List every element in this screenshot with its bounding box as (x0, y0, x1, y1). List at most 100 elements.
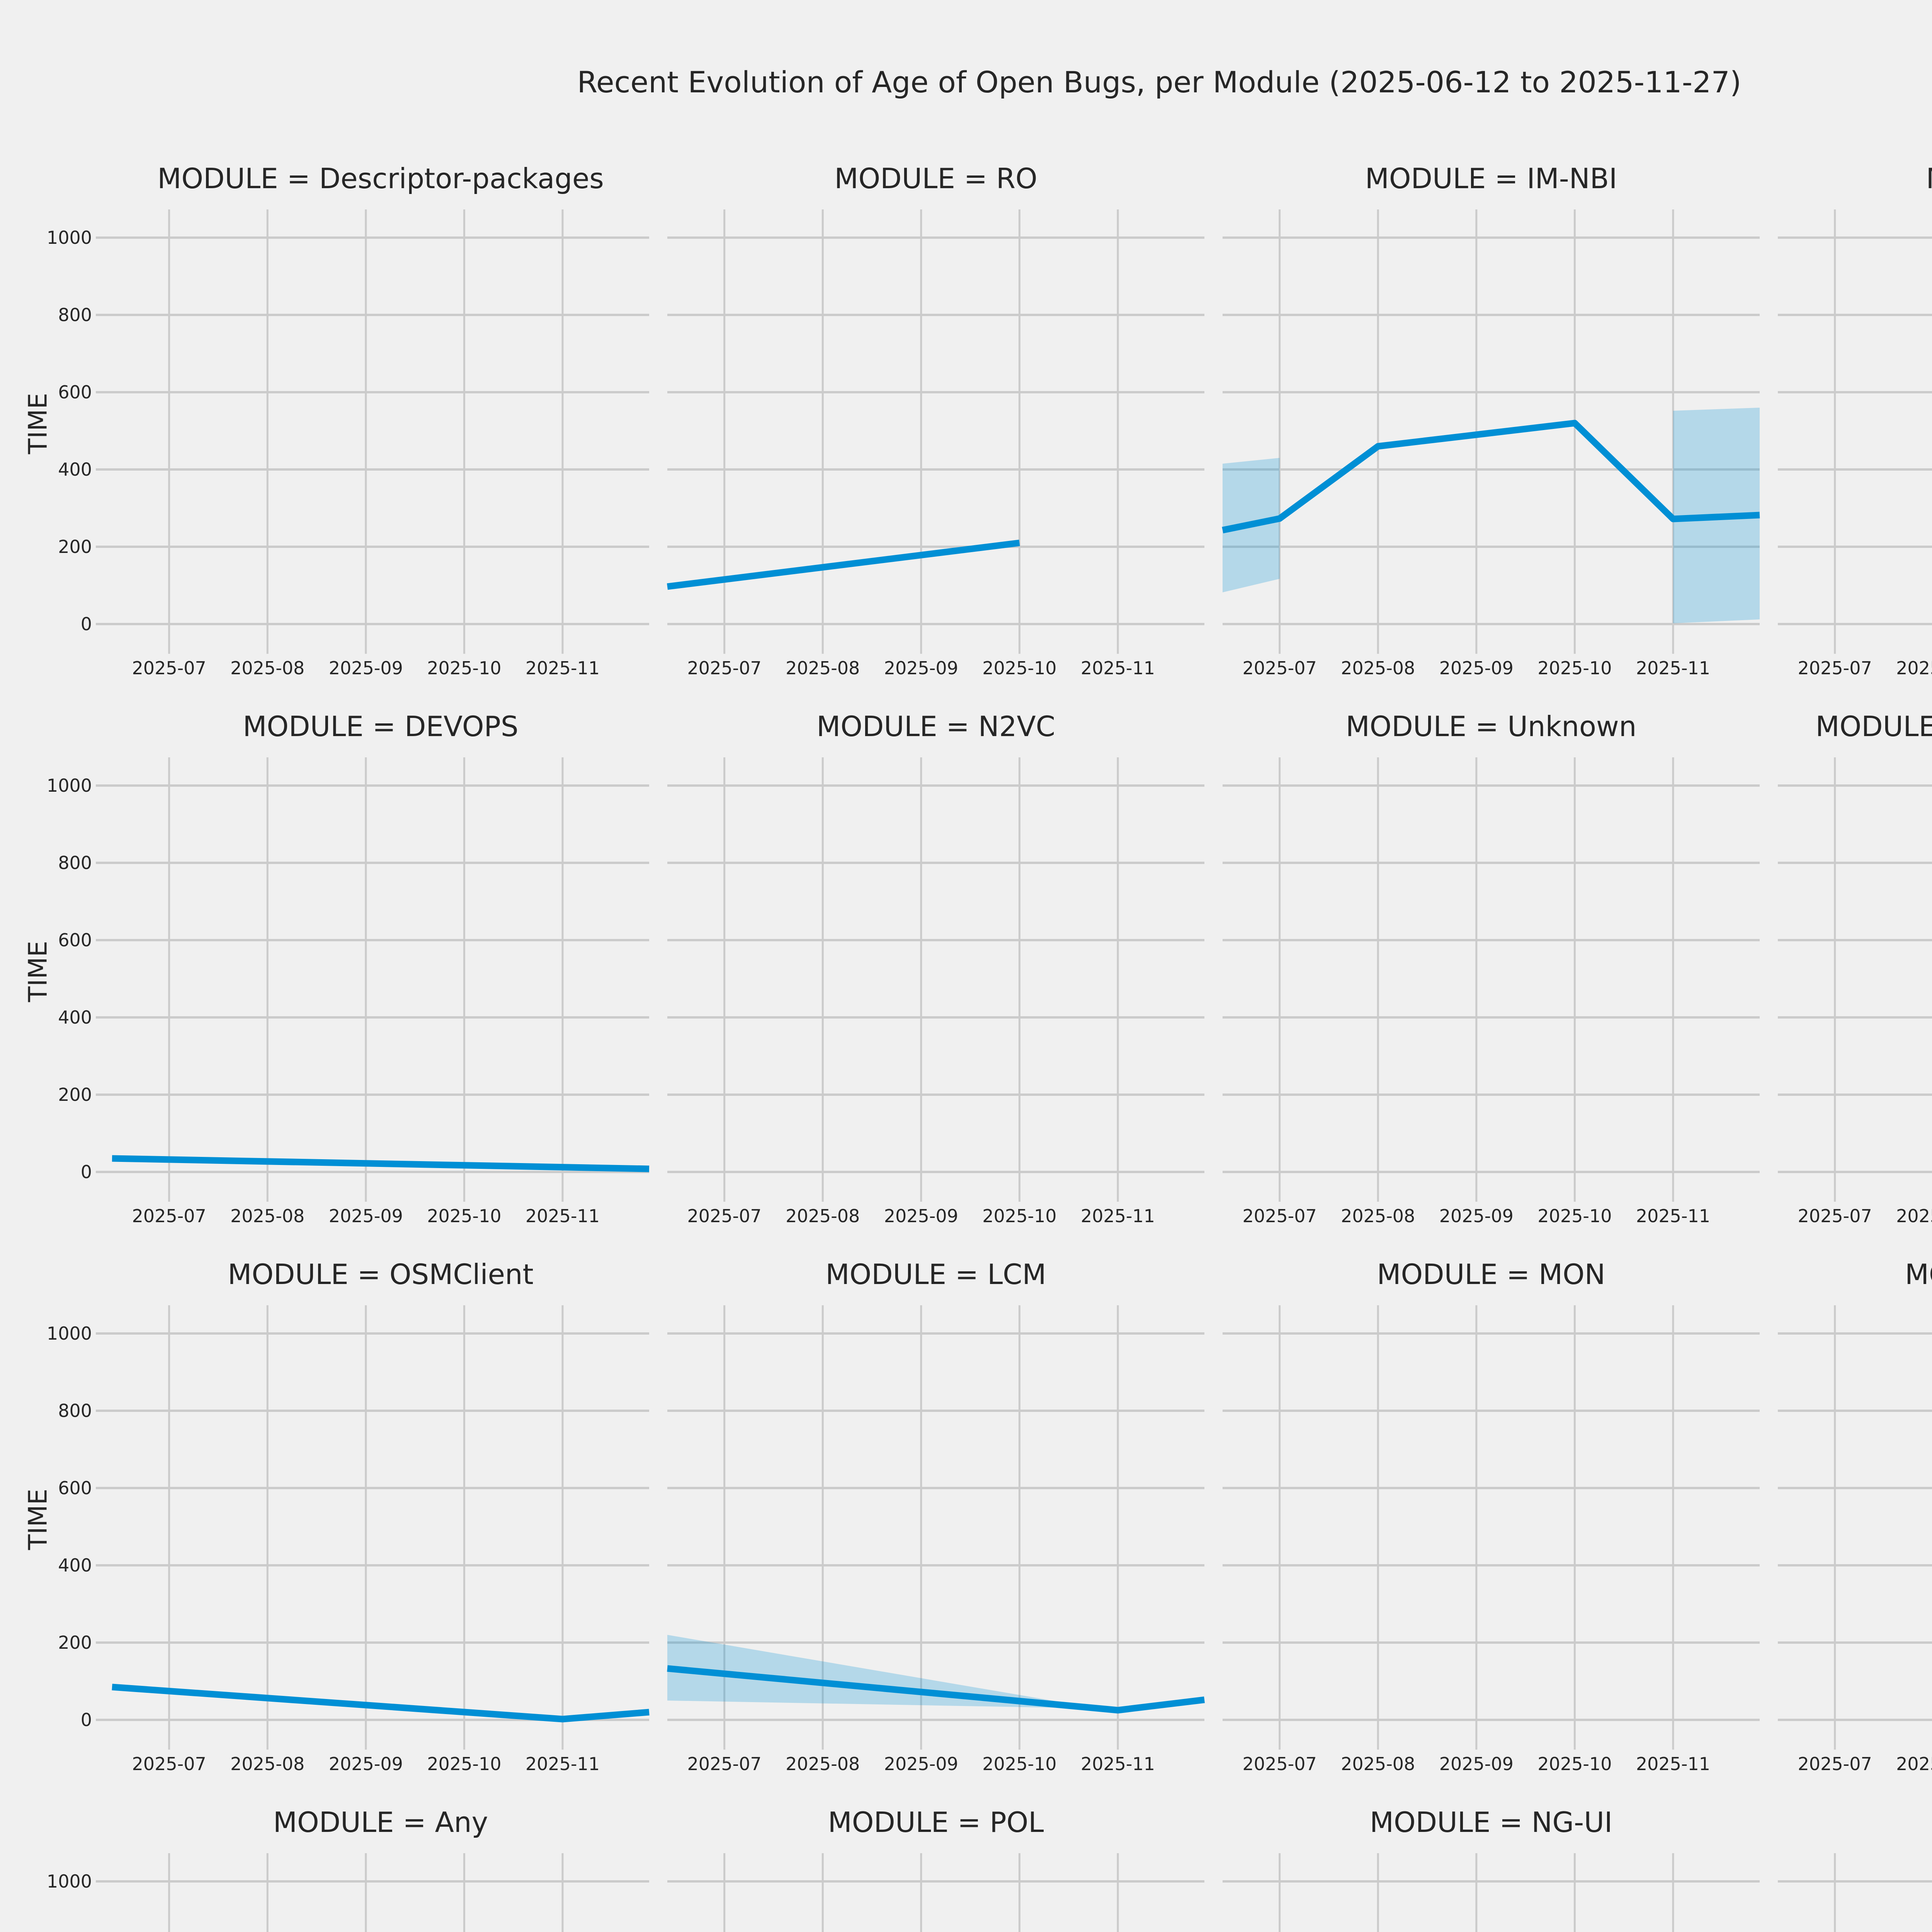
y-tick-label: 400 (58, 1555, 92, 1576)
x-tick-label: 2025-07 (132, 658, 206, 679)
x-tick-label: 2025-08 (786, 658, 860, 679)
x-tick-label: 2025-07 (1242, 658, 1317, 679)
x-tick-label: 2025-08 (1341, 658, 1415, 679)
x-tick-label: 2025-08 (1896, 1753, 1932, 1774)
y-tick-label: 200 (58, 536, 92, 557)
facet-plot-POL (667, 1853, 1204, 1932)
facet-plot-NG-UI (1223, 1853, 1760, 1932)
x-tick-label: 2025-11 (1636, 1753, 1711, 1774)
facet-plot-DEVOPS (96, 757, 650, 1202)
data-line-IM-NBI (1222, 420, 1760, 534)
facet-plot-Unknown (1223, 757, 1760, 1202)
x-tick-label: 2025-10 (1537, 1753, 1612, 1774)
x-tick-label: 2025-07 (687, 658, 762, 679)
facet-title-common: MODULE = common (1905, 1258, 1932, 1291)
x-tick-label: 2025-11 (525, 1206, 600, 1226)
x-tick-label: 2025-07 (132, 1753, 206, 1774)
x-tick-label: 2025-09 (884, 1753, 958, 1774)
x-tick-label: 2025-09 (884, 658, 958, 679)
y-tick-label: 600 (58, 382, 92, 403)
y-tick-label: 400 (58, 459, 92, 480)
x-tick-label: 2025-08 (1896, 1206, 1932, 1226)
y-tick-label: 1000 (46, 227, 92, 248)
x-tick-label: 2025-07 (132, 1206, 206, 1226)
facet-title-PLA: MODULE = PLA (1778, 1804, 1932, 1841)
y-axis-label: TIME (23, 1488, 53, 1550)
facet-title-OSMClient: MODULE = OSMClient (228, 1258, 534, 1291)
x-tick-label: 2025-08 (1341, 1753, 1415, 1774)
x-tick-label: 2025-11 (1636, 1206, 1711, 1226)
facet-title-DEVOPS: MODULE = DEVOPS (243, 710, 519, 743)
facet-plot-LCM (667, 1305, 1205, 1750)
x-tick-label: 2025-10 (1537, 1206, 1612, 1226)
facet-plot-Other (1778, 209, 1932, 654)
facet-plot-RO (667, 209, 1204, 654)
facet-plot-Descriptor-packages (96, 209, 649, 654)
x-tick-label: 2025-08 (1341, 1206, 1415, 1226)
y-tick-label: 1000 (46, 1323, 92, 1344)
figure-title: Recent Evolution of Age of Open Bugs, pe… (577, 65, 1742, 99)
y-tick-label: 200 (58, 1632, 92, 1653)
x-tick-label: 2025-07 (687, 1753, 762, 1774)
data-line-LCM (667, 1665, 1205, 1714)
x-tick-label: 2025-07 (1798, 658, 1872, 679)
x-tick-label: 2025-09 (328, 1206, 403, 1226)
x-tick-label: 2025-08 (230, 1206, 305, 1226)
facet-title-N2VC: MODULE = N2VC (816, 710, 1055, 743)
x-tick-label: 2025-08 (1896, 658, 1932, 679)
x-tick-label: 2025-09 (884, 1206, 958, 1226)
facet-title-MON: MODULE = MON (1377, 1258, 1605, 1291)
y-axis-label: TIME (23, 393, 53, 454)
facet-plot-OSMClient (96, 1305, 650, 1750)
y-tick-label: 200 (58, 1084, 92, 1105)
facet-plot-IM-NBI (1222, 209, 1760, 654)
facet-plot-PLA (1778, 1853, 1932, 1932)
x-tick-label: 2025-11 (1080, 1753, 1155, 1774)
y-tick-label: 0 (80, 614, 92, 634)
facet-plot-N2VC (667, 757, 1204, 1202)
x-tick-label: 2025-10 (1537, 658, 1612, 679)
y-tick-label: 0 (80, 1162, 92, 1182)
facet-plot-Any (96, 1853, 649, 1932)
x-tick-label: 2025-08 (230, 1753, 305, 1774)
facet-title-LCM: MODULE = LCM (825, 1258, 1046, 1291)
facet-plot-Documentation / Wiki (1778, 757, 1932, 1202)
data-line-RO (667, 539, 1020, 590)
x-tick-label: 2025-10 (427, 658, 502, 679)
x-tick-label: 2025-07 (1242, 1753, 1317, 1774)
x-tick-label: 2025-10 (982, 658, 1057, 679)
y-axis-label: TIME (23, 940, 53, 1002)
x-tick-label: 2025-08 (786, 1753, 860, 1774)
x-tick-label: 2025-11 (1080, 1206, 1155, 1226)
y-tick-label: 800 (58, 304, 92, 325)
facet-title-Documentation / Wiki: MODULE = Documentation / Wiki (1815, 710, 1932, 743)
facet-title-Other: MODULE = Other (1778, 160, 1932, 197)
x-tick-label: 2025-09 (328, 1753, 403, 1774)
y-tick-label: 400 (58, 1007, 92, 1028)
facet-title-Descriptor-packages: MODULE = Descriptor-packages (157, 162, 604, 195)
x-tick-label: 2025-09 (1439, 1753, 1514, 1774)
x-tick-label: 2025-10 (427, 1753, 502, 1774)
x-tick-label: 2025-10 (982, 1206, 1057, 1226)
facet-title-Any: MODULE = Any (273, 1806, 488, 1838)
x-tick-label: 2025-09 (1439, 658, 1514, 679)
facet-plot-MON (1223, 1305, 1760, 1750)
y-tick-label: 0 (80, 1709, 92, 1730)
x-tick-label: 2025-07 (1798, 1753, 1872, 1774)
x-tick-label: 2025-10 (982, 1753, 1057, 1774)
x-tick-label: 2025-07 (1242, 1206, 1317, 1226)
x-tick-label: 2025-08 (230, 658, 305, 679)
x-tick-label: 2025-11 (1636, 658, 1711, 679)
y-tick-label: 800 (58, 1400, 92, 1421)
y-tick-label: 600 (58, 930, 92, 951)
facet-plot-common (1778, 1305, 1932, 1750)
y-tick-label: 800 (58, 852, 92, 873)
x-tick-label: 2025-11 (1080, 658, 1155, 679)
x-tick-label: 2025-10 (427, 1206, 502, 1226)
confidence-band (667, 1635, 1088, 1708)
facet-title-IM-NBI: MODULE = IM-NBI (1365, 162, 1617, 195)
x-tick-label: 2025-11 (525, 1753, 600, 1774)
facet-title-Unknown: MODULE = Unknown (1345, 710, 1637, 743)
y-tick-label: 600 (58, 1478, 92, 1498)
facet-title-RO: MODULE = RO (834, 162, 1037, 195)
